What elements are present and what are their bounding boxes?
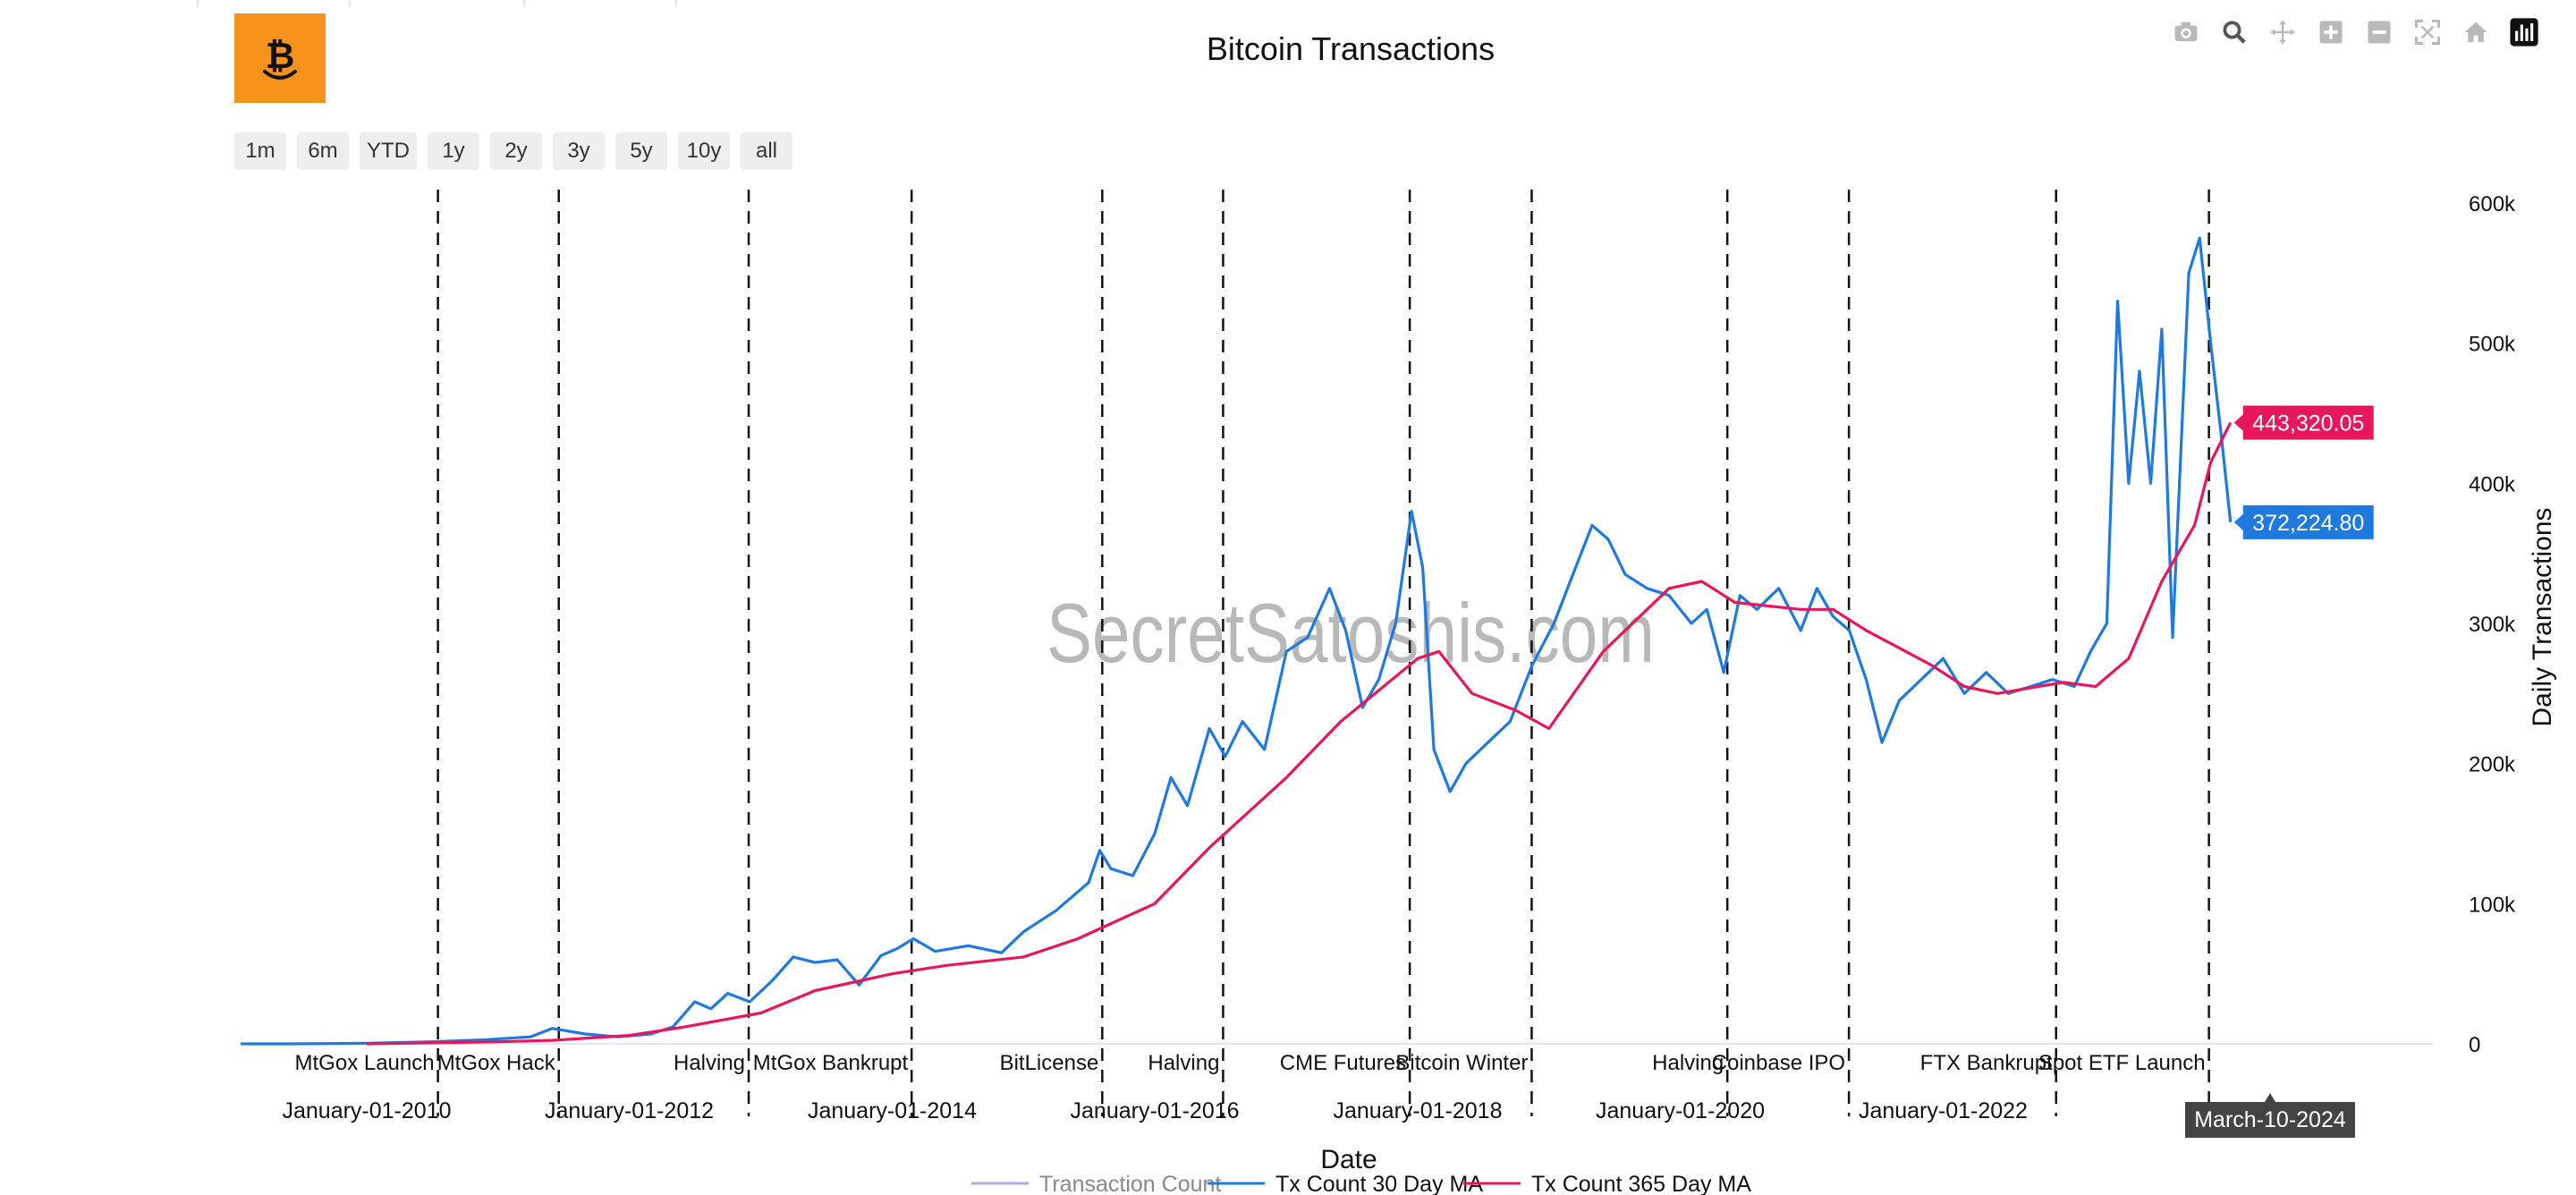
zoom-in-icon[interactable] (2315, 16, 2347, 48)
event-label: Halving (1148, 1051, 1219, 1075)
x-tick-label: January-01-2014 (808, 1098, 977, 1123)
event-label: MtGox Launch (295, 1051, 435, 1075)
zoom-out-icon[interactable] (2363, 16, 2395, 48)
x-tick-label: January-01-2018 (1333, 1098, 1502, 1123)
svg-text:₿: ₿ (266, 36, 295, 77)
y-tick-label: 500k (2469, 333, 2516, 357)
top-tab-strip (0, 0, 716, 9)
event-label: Halving (674, 1051, 745, 1075)
camera-icon[interactable] (2170, 16, 2202, 48)
legend-label: Transaction Count (1039, 1172, 1221, 1195)
y-tick-label: 100k (2469, 893, 2516, 917)
y-tick-label: 200k (2469, 753, 2516, 777)
watermark-text: SecretSatoshis.com (1046, 586, 1655, 680)
x-tick-label: January-01-2010 (282, 1098, 451, 1123)
value-label-box (2233, 405, 2374, 440)
event-label: MtGox Hack (437, 1051, 556, 1075)
range-selector: 1m 6m YTD 1y 2y 3y 5y 10y all (234, 132, 792, 170)
pan-icon[interactable] (2267, 16, 2299, 48)
event-label: Halving (1652, 1051, 1724, 1075)
plotly-logo-icon[interactable] (2508, 16, 2540, 48)
y-tick-label: 400k (2469, 472, 2516, 496)
range-button-1y[interactable]: 1y (428, 132, 479, 170)
range-button-3y[interactable]: 3y (553, 132, 605, 170)
value-label-box (2233, 504, 2374, 539)
range-button-ytd[interactable]: YTD (360, 132, 417, 170)
bitcoin-smile-logo-icon: ₿ (263, 36, 297, 80)
reset-axes-icon[interactable] (2460, 16, 2492, 48)
event-label: CME Futures (1280, 1051, 1406, 1075)
autoscale-icon[interactable] (2411, 16, 2444, 48)
x-tick-label: January-01-2022 (1859, 1098, 2028, 1123)
value-label: 372,224.80 (2252, 511, 2364, 536)
x-tick-label: January-01-2012 (545, 1098, 714, 1123)
x-axis-title: Date (1320, 1145, 1377, 1174)
range-button-6m[interactable]: 6m (297, 132, 349, 170)
event-label: Bitcoin Winter (1395, 1051, 1528, 1075)
hover-label-box (2185, 1093, 2355, 1138)
legend-label: Tx Count 30 Day MA (1275, 1172, 1483, 1195)
series-line-2 (366, 421, 2233, 1046)
y-tick-label: 0 (2469, 1033, 2480, 1057)
event-label: Coinbase IPO (1712, 1051, 1845, 1075)
range-button-all[interactable]: all (741, 132, 792, 170)
y-tick-label: 300k (2469, 613, 2516, 637)
bitcoin-logo[interactable]: ₿ (234, 13, 326, 103)
event-label: MtGox Bankrupt (753, 1051, 909, 1075)
y-tick-label: 600k (2469, 192, 2516, 216)
zoom-icon[interactable] (2218, 16, 2250, 48)
legend-label: Tx Count 365 Day MA (1531, 1172, 1751, 1195)
chart-title: Bitcoin Transactions (1206, 30, 1496, 67)
x-tick-label: January-01-2016 (1071, 1098, 1240, 1123)
modebar (2170, 16, 2540, 48)
hover-label: March-10-2024 (2194, 1107, 2346, 1132)
event-label: FTX Bankrupt (1920, 1051, 2053, 1075)
x-tick-label: January-01-2020 (1596, 1098, 1765, 1123)
event-label: Spot ETF Launch (2038, 1051, 2206, 1075)
y-axis-title: Daily Transactions (2528, 507, 2557, 726)
range-button-1m[interactable]: 1m (234, 132, 286, 170)
value-label: 443,320.05 (2252, 411, 2364, 436)
range-button-5y[interactable]: 5y (615, 132, 667, 170)
range-button-2y[interactable]: 2y (490, 132, 542, 170)
range-button-10y[interactable]: 10y (678, 132, 730, 170)
event-label: BitLicense (1000, 1051, 1099, 1075)
